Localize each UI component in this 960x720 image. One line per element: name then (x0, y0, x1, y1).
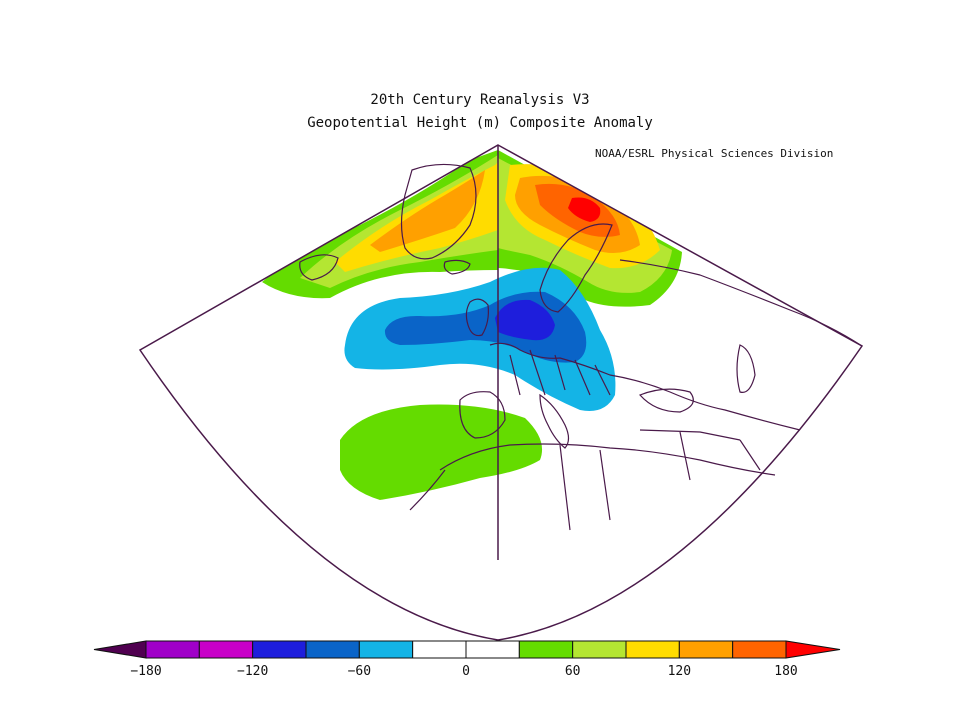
colorbar-tick-label: −180 (130, 664, 161, 679)
colorbar-box (358, 640, 414, 659)
greenland-coast (400, 163, 477, 260)
colorbar-tick-label: 60 (565, 664, 581, 679)
colorbar-tick-label: 120 (668, 664, 691, 679)
colorbar-box (518, 640, 574, 659)
colorbar-box (145, 640, 200, 659)
colorbar-box (732, 640, 787, 659)
map-title: 20th Century Reanalysis V3 (370, 92, 590, 108)
north-africa-coast (439, 443, 776, 476)
colorbar-box (198, 640, 254, 659)
colorbar-boxes (93, 640, 841, 659)
iceland-coast (443, 259, 471, 275)
colorbar-box (252, 640, 307, 659)
europe-borders (509, 349, 611, 396)
anomaly-subtropical-green (340, 404, 543, 500)
africa-west-coast (409, 469, 446, 511)
map-subtitle: Geopotential Height (m) Composite Anomal… (307, 115, 653, 131)
colorbar-box (572, 640, 627, 659)
colorbar-tick-label: 0 (462, 664, 470, 679)
british-isles-coast (465, 298, 489, 337)
anomaly-scandinavia-red (568, 197, 601, 222)
colorbar-box (465, 640, 520, 659)
colorbar-tick-label: −120 (237, 664, 268, 679)
italy-coast (539, 393, 570, 449)
colorbar-low-extend (93, 640, 147, 659)
colorbar-tick-label: 180 (774, 664, 797, 679)
colorbar-box (412, 640, 467, 659)
colorbar-box (678, 640, 734, 659)
map-frame (138, 144, 864, 641)
colorbar-high-extend (785, 640, 841, 659)
caspian-sea (736, 344, 756, 393)
black-sea (638, 388, 694, 413)
coastlines (299, 163, 863, 531)
anomaly-greenland-orange (370, 170, 485, 252)
middle-east-borders (559, 429, 761, 531)
baffin-coast (299, 254, 339, 281)
europe-coast (489, 342, 801, 431)
credit-text: NOAA/ESRL Physical Sciences Division (595, 147, 834, 160)
iberia-coast (459, 391, 506, 439)
colorbar-tick-label: −60 (348, 664, 371, 679)
anomaly-europe-darkblue (495, 299, 555, 341)
russia-border (619, 259, 863, 347)
scandinavia-coast (539, 223, 613, 313)
colorbar-box (625, 640, 680, 659)
colorbar-box (305, 640, 360, 659)
colorbar-ticks: −180 −120 −60 0 60 120 180 (130, 664, 797, 679)
